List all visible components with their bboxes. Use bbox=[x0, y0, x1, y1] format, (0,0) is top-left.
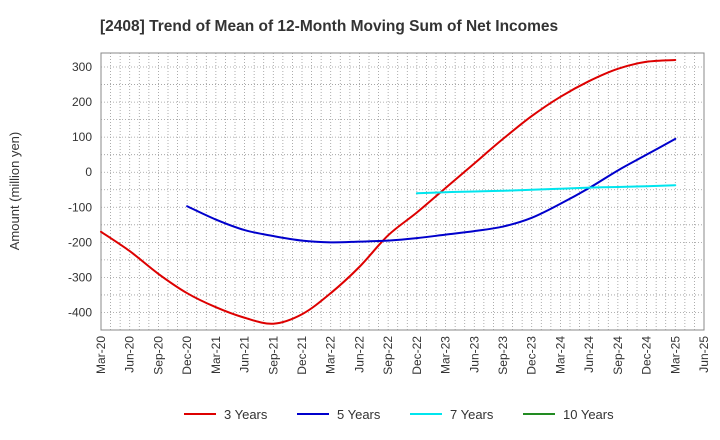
x-tick-label: Mar-25 bbox=[668, 336, 682, 374]
x-tick-label: Dec-23 bbox=[525, 336, 539, 375]
x-tick-label: Mar-24 bbox=[553, 336, 567, 374]
legend-label-5-years: 5 Years bbox=[337, 407, 381, 422]
x-tick-label: Jun-22 bbox=[352, 336, 366, 373]
x-tick-label: Mar-23 bbox=[439, 336, 453, 374]
x-tick-label: Sep-24 bbox=[611, 336, 625, 375]
legend-label-10-years: 10 Years bbox=[563, 407, 614, 422]
x-tick-label: Jun-20 bbox=[123, 336, 137, 373]
x-tick-label: Sep-23 bbox=[496, 336, 510, 375]
x-tick-label: Mar-21 bbox=[209, 336, 223, 374]
series-line-3-years bbox=[100, 59, 677, 325]
x-tick-label: Mar-20 bbox=[94, 336, 108, 374]
x-tick-label: Dec-22 bbox=[410, 336, 424, 375]
series-line-7-years bbox=[415, 184, 677, 195]
y-axis-label: Amount (million yen) bbox=[7, 132, 22, 251]
series-lines bbox=[100, 59, 677, 325]
y-tick-label: -200 bbox=[68, 235, 92, 249]
y-tick-label: -100 bbox=[68, 200, 92, 214]
x-tick-label: Jun-25 bbox=[697, 336, 711, 373]
x-tick-label: Dec-24 bbox=[640, 336, 654, 375]
x-tick-label: Dec-20 bbox=[180, 336, 194, 375]
x-tick-label: Jun-24 bbox=[582, 336, 596, 373]
y-axis-ticks: -400 -300 -200 -100 0 100 200 300 bbox=[68, 60, 92, 319]
y-tick-label: 200 bbox=[72, 95, 92, 109]
series-line-5-years bbox=[186, 137, 677, 244]
y-tick-label: 100 bbox=[72, 130, 92, 144]
legend-label-7-years: 7 Years bbox=[450, 407, 494, 422]
y-tick-label: 0 bbox=[85, 165, 92, 179]
x-axis-ticks: Mar-20 Jun-20 Sep-20 Dec-20 Mar-21 Jun-21 Sep-… bbox=[94, 336, 711, 375]
legend-label-3-years: 3 Years bbox=[224, 407, 268, 422]
y-tick-label: -300 bbox=[68, 270, 92, 284]
chart-title: [2408] Trend of Mean of 12-Month Moving … bbox=[100, 18, 558, 35]
x-tick-label: Jun-21 bbox=[238, 336, 252, 373]
x-tick-label: Jun-23 bbox=[467, 336, 481, 373]
y-tick-label: -400 bbox=[68, 305, 92, 319]
plot-area bbox=[100, 52, 705, 331]
legend: 3 Years 5 Years 7 Years 10 Years bbox=[184, 407, 614, 422]
x-tick-label: Sep-22 bbox=[381, 336, 395, 375]
y-tick-label: 300 bbox=[72, 60, 92, 74]
x-tick-label: Sep-20 bbox=[151, 336, 165, 375]
x-tick-label: Dec-21 bbox=[295, 336, 309, 375]
x-tick-label: Sep-21 bbox=[266, 336, 280, 375]
x-tick-label: Mar-22 bbox=[324, 336, 338, 374]
